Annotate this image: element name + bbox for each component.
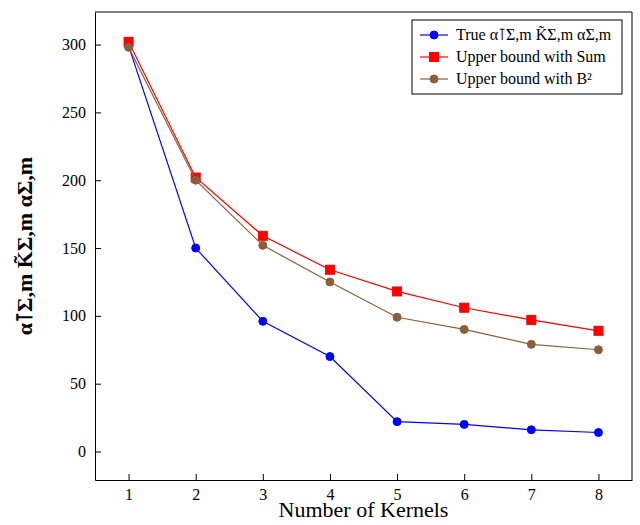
tick: 250	[62, 104, 101, 121]
axis-line	[96, 480, 633, 481]
tick: 100	[62, 307, 101, 324]
marker	[393, 418, 401, 426]
tick-mark	[95, 384, 101, 385]
tick-mark	[598, 474, 599, 480]
legend-marker	[430, 31, 438, 39]
tick-label: 1	[125, 486, 133, 503]
marker	[594, 429, 602, 437]
marker	[393, 287, 402, 296]
marker	[125, 43, 133, 51]
tick-mark	[95, 316, 101, 317]
marker	[460, 303, 469, 312]
series-line	[129, 46, 599, 433]
legend-item: Upper bound with Sum	[420, 48, 606, 66]
tick-label: 3	[259, 486, 267, 503]
tick-mark	[95, 45, 101, 46]
tick-mark	[397, 474, 398, 480]
tick-label: 50	[70, 375, 86, 392]
tick: 0	[78, 443, 101, 460]
legend-label: True α⊺Σ,m K̃Σ,m αΣ,m	[456, 26, 612, 43]
tick-mark	[95, 112, 101, 113]
tick: 1	[125, 474, 133, 503]
marker	[326, 278, 334, 286]
tick-label: 8	[595, 486, 603, 503]
tick-mark	[95, 248, 101, 249]
tick: 3	[259, 474, 267, 503]
marker	[527, 315, 536, 324]
legend-label: Upper bound with B²	[456, 70, 592, 88]
marker	[258, 231, 267, 240]
tick-label: 100	[62, 307, 86, 324]
marker	[259, 241, 267, 249]
tick-label: 200	[62, 172, 86, 189]
y-axis-title: α⊺Σ,m K̃Σ,m αΣ,m	[12, 157, 37, 335]
marker	[594, 346, 602, 354]
axis-line	[95, 13, 96, 481]
legend-marker	[430, 75, 438, 83]
tick: 150	[62, 240, 101, 257]
legend-marker	[430, 53, 439, 62]
tick: 2	[192, 474, 200, 503]
tick-label: 6	[461, 486, 469, 503]
tick-label: 2	[192, 486, 200, 503]
tick: 7	[528, 474, 536, 503]
frame	[95, 12, 632, 13]
marker	[192, 176, 200, 184]
x-axis-title: Number of Kernels	[279, 497, 449, 522]
marker	[527, 426, 535, 434]
series-group	[124, 37, 603, 436]
tick: 50	[70, 375, 101, 392]
tick-mark	[196, 474, 197, 480]
tick-mark	[531, 474, 532, 480]
frame	[632, 12, 633, 480]
tick: 6	[461, 474, 469, 503]
tick-mark	[263, 474, 264, 480]
marker	[527, 340, 535, 348]
tick-mark	[464, 474, 465, 480]
tick-mark	[95, 452, 101, 453]
legend-item: True α⊺Σ,m K̃Σ,m αΣ,m	[420, 26, 612, 43]
legend-label: Upper bound with Sum	[456, 48, 606, 66]
plot: 12345678050100150200250300True α⊺Σ,m K̃Σ…	[62, 12, 633, 503]
tick-label: 150	[62, 240, 86, 257]
tick: 300	[62, 36, 101, 53]
y-axis: 0 50 100 150 200 250 300	[62, 13, 101, 481]
tick-mark	[95, 180, 101, 181]
legend: True α⊺Σ,m K̃Σ,m αΣ,m Upper bound with Su…	[412, 20, 622, 94]
tick-label: 250	[62, 104, 86, 121]
tick-label: 0	[78, 443, 86, 460]
chart: 12345678050100150200250300True α⊺Σ,m K̃Σ…	[0, 0, 640, 525]
tick: 200	[62, 172, 101, 189]
tick-mark	[129, 474, 130, 480]
marker	[460, 325, 468, 333]
marker	[460, 420, 468, 428]
tick-label: 300	[62, 36, 86, 53]
marker	[325, 265, 334, 274]
marker	[594, 326, 603, 335]
tick-label: 7	[528, 486, 536, 503]
series-line	[129, 42, 599, 331]
marker	[326, 353, 334, 361]
tick: 8	[595, 474, 603, 503]
legend-box	[412, 20, 622, 94]
legend-item: Upper bound with B²	[420, 70, 592, 88]
tick-mark	[330, 474, 331, 480]
marker	[259, 317, 267, 325]
marker	[393, 313, 401, 321]
marker	[192, 244, 200, 252]
